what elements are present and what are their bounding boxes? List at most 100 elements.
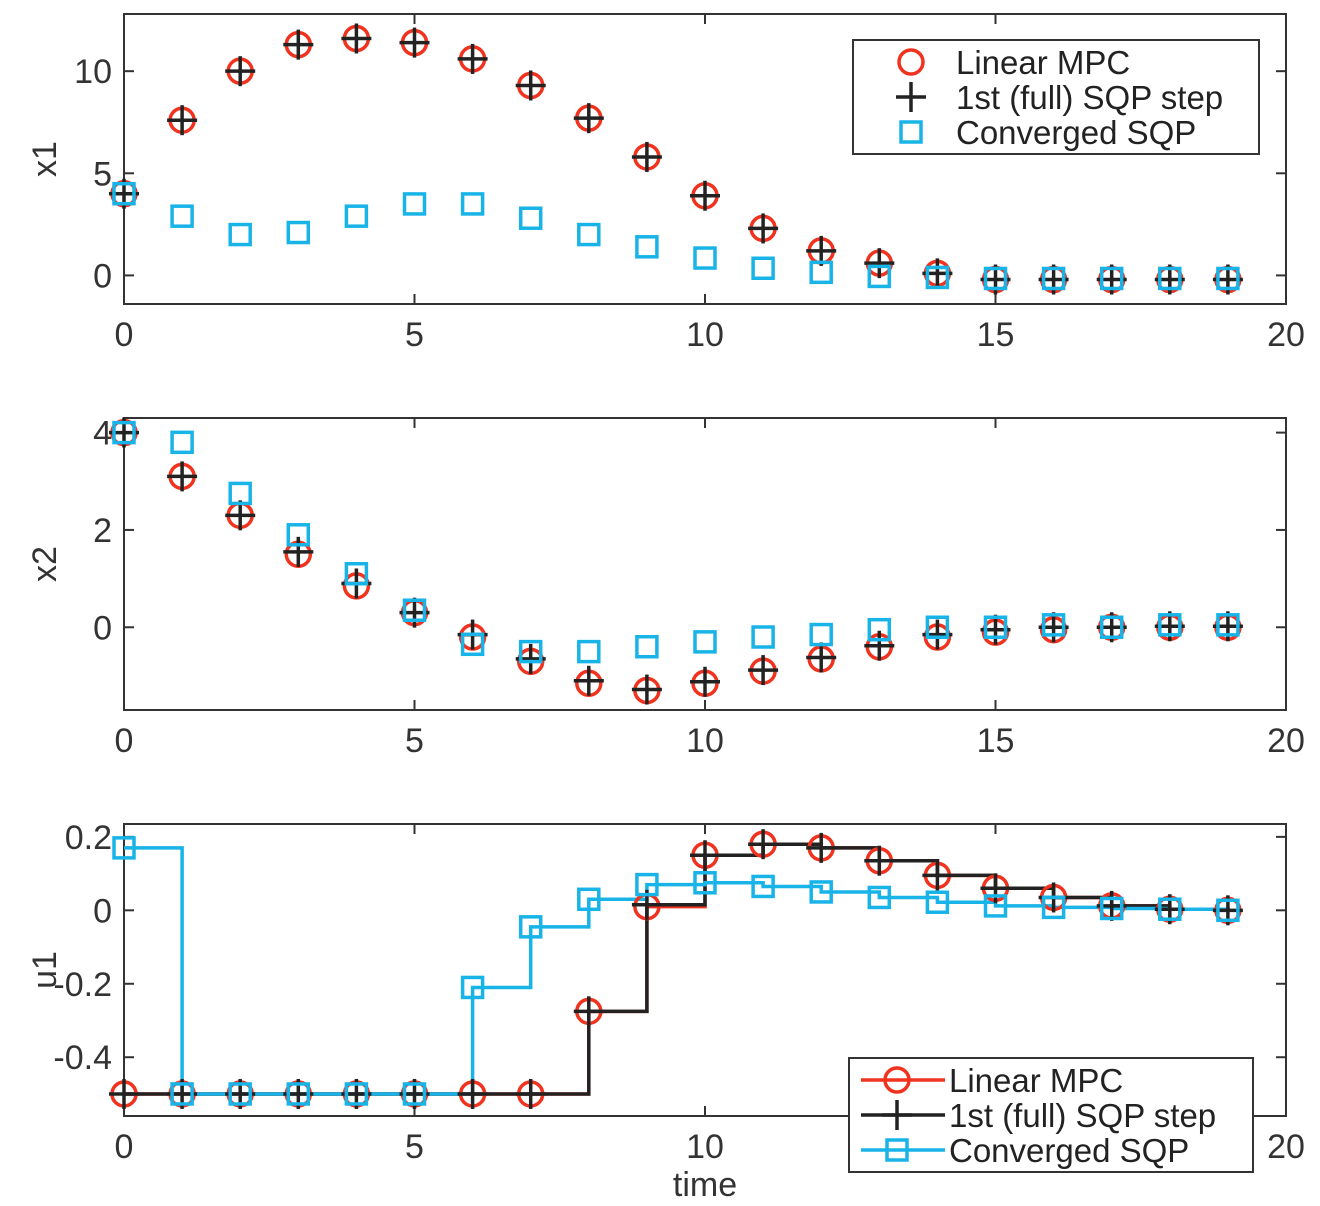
square-marker [809,260,833,285]
plus-marker [806,642,837,673]
plus-marker [980,873,1011,904]
plus-marker [573,996,604,1027]
x-tick-label: 5 [405,316,424,354]
plus-marker [864,248,895,279]
square-marker [170,204,194,228]
square-marker [751,874,775,899]
y-axis-label: x2 [26,546,64,582]
square-marker [693,630,717,654]
square-marker [867,617,892,642]
square-marker [751,625,775,649]
y-axis-label: x1 [26,141,64,177]
square-marker [344,561,369,586]
x-tick-label: 10 [686,316,724,354]
square-marker [1216,266,1240,291]
y-tick-label: 2 [93,512,112,550]
x-tick-label: 15 [977,722,1015,760]
square-marker [577,639,601,664]
square-marker [518,206,543,230]
y-tick-label: -0.2 [53,966,112,1004]
square-marker [751,256,775,281]
square-marker [344,1082,369,1106]
square-marker [460,975,485,1000]
plus-marker [283,29,314,60]
square-marker [460,632,485,657]
series-3-markers [112,181,1240,291]
y-tick-label: -0.4 [53,1039,112,1077]
series-line-2 [124,842,1230,1096]
series-2-markers [109,417,1243,705]
plus-marker [341,23,372,54]
plus-marker [515,1078,546,1109]
series-1-markers [110,418,1242,705]
square-marker [925,615,950,640]
plus-marker [748,829,779,860]
x-tick-label: 0 [115,316,134,354]
plus-marker [922,860,953,891]
plus-marker [864,630,895,661]
square-marker [344,204,369,228]
square-marker [1158,613,1182,637]
square-marker [925,890,950,914]
y-tick-label: 4 [93,415,112,453]
plus-marker [457,1078,488,1109]
plus-marker [806,832,837,863]
square-marker [286,220,311,245]
plus-marker [748,213,779,244]
square-marker [1216,898,1240,923]
square-marker [1099,896,1124,921]
legend-plus-marker [896,82,926,112]
y-tick-label: 0.2 [65,819,112,857]
square-marker [286,523,311,547]
plus-marker [399,27,430,58]
series-line-1 [124,842,1230,1096]
x-tick-label: 5 [405,722,424,760]
square-marker [112,420,136,445]
square-marker [1099,266,1124,291]
square-marker [286,1082,311,1106]
legend-label: Converged SQP [956,114,1196,151]
square-marker [460,192,485,216]
y-tick-label: 0 [93,892,112,930]
plus-marker [167,105,198,136]
plus-marker [690,180,720,211]
square-marker [1041,613,1066,637]
x-tick-label: 0 [115,1128,134,1166]
square-marker [1216,613,1240,637]
square-marker [693,246,717,270]
square-marker [1041,895,1066,920]
plus-marker [690,666,720,697]
square-marker [112,836,136,860]
plus-marker [457,43,488,74]
plus-marker [864,845,895,876]
legend-circle-marker [883,1066,911,1094]
square-marker [228,1082,252,1106]
square-marker [518,639,543,664]
x-tick-label: 15 [977,316,1015,354]
square-marker [402,1082,427,1106]
square-marker [983,615,1008,640]
y-tick-label: 5 [93,155,112,193]
series-3-markers [112,836,1240,1106]
series-line-3 [124,846,1230,1096]
plus-marker [225,56,256,87]
square-marker [1158,897,1182,921]
plus-marker [225,500,256,531]
square-marker [577,887,601,912]
series-3-markers [112,420,1240,664]
plus-marker [631,674,662,705]
square-marker [228,222,252,247]
plus-marker [631,141,662,172]
square-marker [1041,266,1066,291]
square-marker [518,915,543,939]
square-marker [809,880,833,904]
y-axis-label: u1 [26,951,64,989]
square-marker [983,266,1008,291]
square-marker [867,264,892,289]
legend-label: Linear MPC [956,44,1130,81]
plus-marker [573,103,604,134]
legend-square-marker [885,1138,909,1162]
